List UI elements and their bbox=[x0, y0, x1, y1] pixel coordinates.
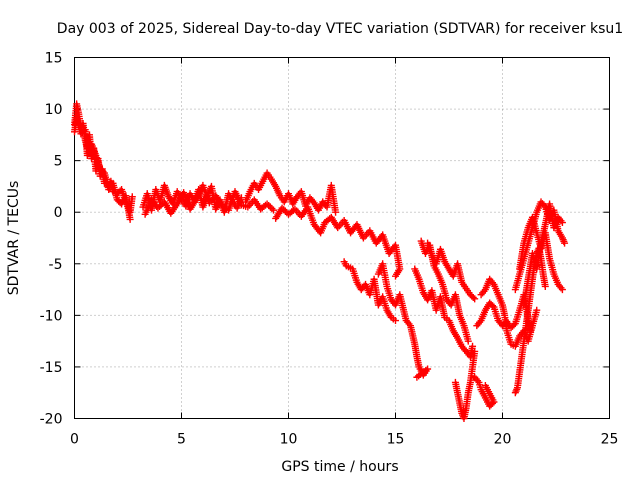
data-point-marker bbox=[464, 337, 472, 345]
data-points bbox=[71, 100, 569, 422]
data-point-marker bbox=[469, 293, 477, 301]
series-late-f bbox=[520, 200, 566, 309]
y-tick-label: 10 bbox=[45, 102, 63, 118]
series-late-b bbox=[477, 275, 541, 350]
data-point-marker bbox=[268, 205, 276, 213]
data-point-marker bbox=[533, 306, 541, 314]
y-tick-label: -20 bbox=[40, 412, 63, 428]
data-point-marker bbox=[558, 219, 566, 227]
y-tick-label: 15 bbox=[45, 51, 63, 67]
data-point-marker bbox=[126, 215, 134, 223]
x-axis-label: GPS time / hours bbox=[281, 459, 398, 475]
plot-frame bbox=[74, 57, 610, 419]
data-point-marker bbox=[489, 302, 497, 310]
data-point-marker bbox=[266, 203, 274, 211]
y-tick-label: -5 bbox=[49, 257, 63, 273]
data-point-marker bbox=[558, 286, 566, 294]
y-tick-label: -10 bbox=[40, 308, 63, 324]
x-tick-label: 15 bbox=[387, 432, 405, 448]
data-point-marker bbox=[281, 207, 289, 215]
data-point-marker bbox=[541, 282, 549, 290]
y-axis-label: SDTVAR / TECUs bbox=[6, 181, 22, 296]
y-tick-label: 0 bbox=[54, 205, 63, 221]
data-point-marker bbox=[413, 373, 421, 381]
data-point-marker bbox=[512, 387, 520, 395]
series-mid-rise bbox=[242, 169, 340, 216]
data-point-marker bbox=[471, 295, 479, 303]
data-point-marker bbox=[154, 204, 162, 212]
chart-title: Day 003 of 2025, Sidereal Day-to-day VTE… bbox=[57, 21, 623, 37]
data-point-marker bbox=[561, 239, 569, 247]
x-tick-label: 20 bbox=[494, 432, 512, 448]
y-tick-label: 5 bbox=[54, 154, 63, 170]
data-point-marker bbox=[513, 385, 521, 393]
grid-lines bbox=[74, 57, 610, 419]
series-mid-dip-1 bbox=[340, 258, 399, 325]
series-early-decline-2 bbox=[71, 113, 134, 223]
x-tick-label: 5 bbox=[177, 432, 186, 448]
series-mid-dip-3 bbox=[411, 265, 477, 361]
x-tick-label: 10 bbox=[280, 432, 298, 448]
series-plateau-b bbox=[141, 181, 278, 218]
data-point-marker bbox=[278, 204, 286, 212]
data-point-marker bbox=[265, 202, 273, 210]
series-mid-lower bbox=[272, 203, 404, 280]
series-mid-dip-2 bbox=[374, 260, 432, 381]
data-point-marker bbox=[263, 200, 271, 208]
data-point-marker bbox=[270, 206, 278, 214]
data-point-marker bbox=[481, 381, 489, 389]
x-tick-label: 0 bbox=[70, 432, 79, 448]
axis-ticks: 0 5 10 15 20 25 -20 -15 -10 -5 0 5 10 15 bbox=[40, 51, 619, 448]
data-point-marker bbox=[128, 193, 136, 201]
data-point-marker bbox=[469, 342, 477, 350]
data-point-marker bbox=[392, 317, 399, 325]
data-point-marker bbox=[510, 321, 518, 329]
series-mid-dip-5 bbox=[417, 237, 472, 345]
data-point-marker bbox=[280, 206, 288, 214]
y-tick-label: -15 bbox=[40, 360, 63, 376]
series-deep-dip-a bbox=[451, 347, 479, 422]
data-point-marker bbox=[392, 272, 399, 280]
series-deep-dip-b bbox=[471, 373, 498, 410]
x-tick-label: 25 bbox=[601, 432, 619, 448]
data-point-marker bbox=[471, 347, 479, 355]
data-point-marker bbox=[156, 203, 164, 211]
data-point-marker bbox=[332, 208, 340, 216]
